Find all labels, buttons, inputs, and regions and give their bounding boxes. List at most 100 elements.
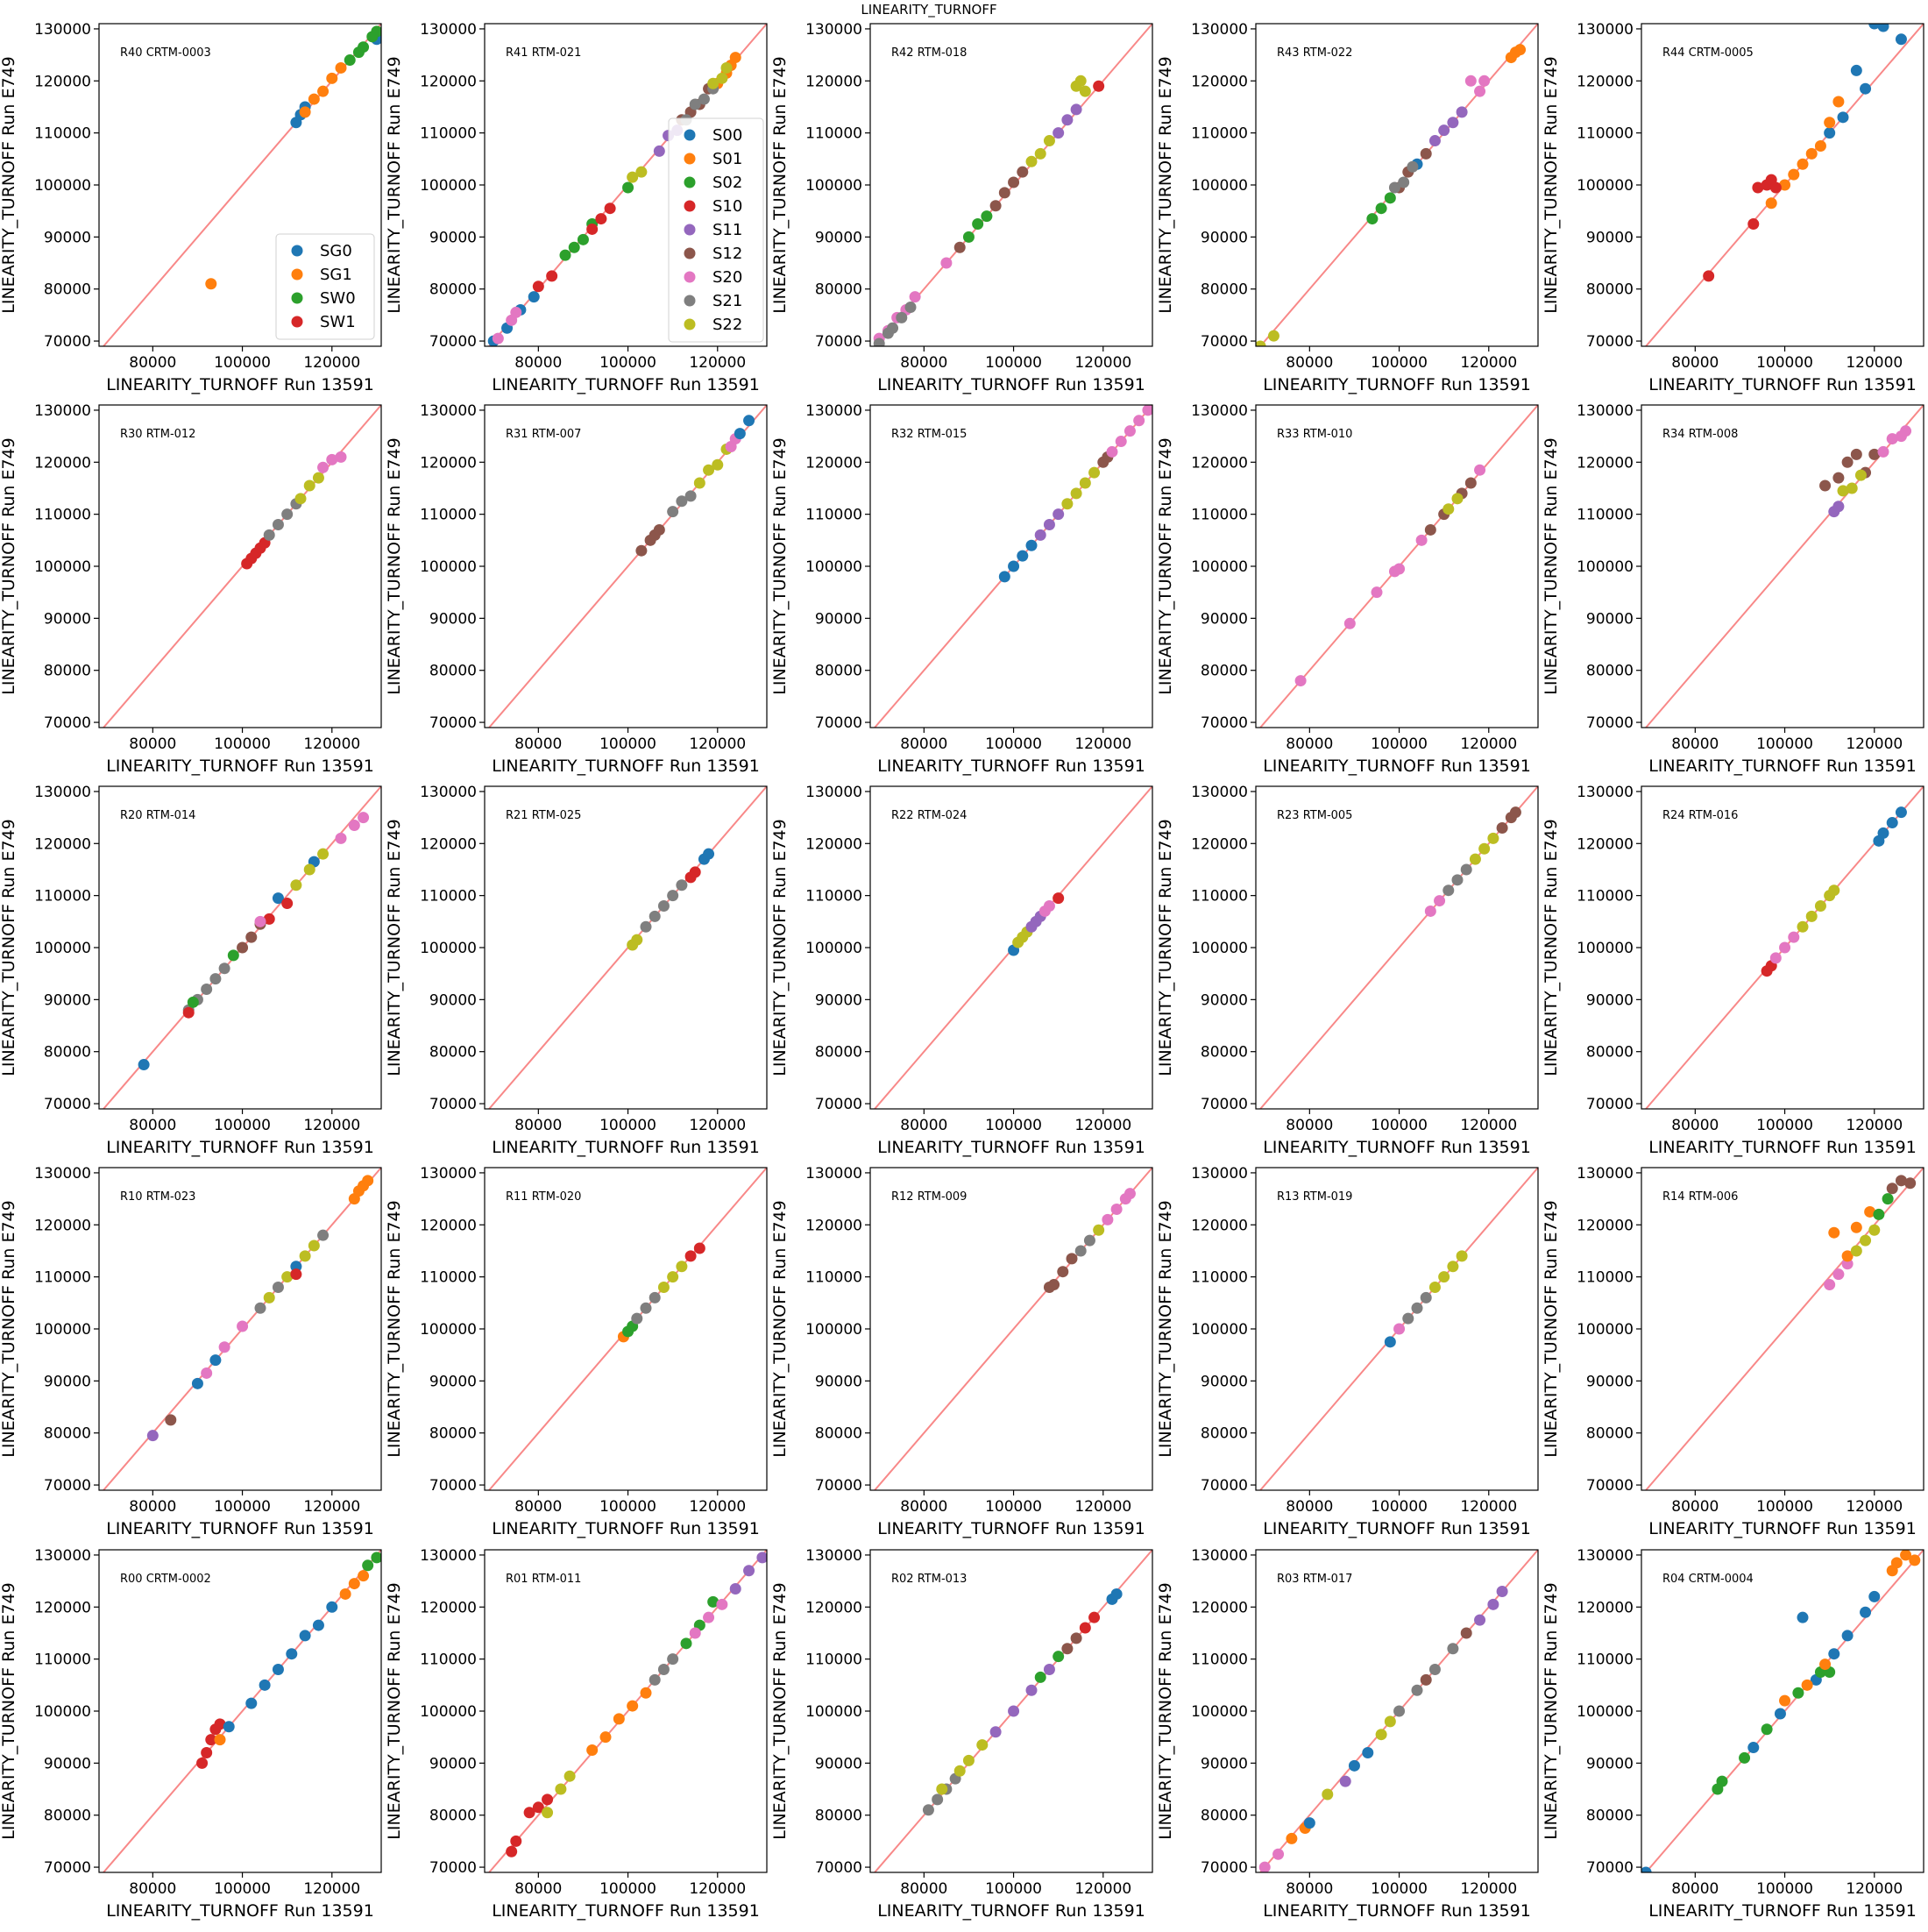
x-axis-label: LINEARITY_TURNOFF Run 13591 [492, 1138, 760, 1157]
points [998, 405, 1152, 583]
y-tick-label: 110000 [805, 507, 862, 524]
point-s20 [703, 1611, 715, 1623]
point-s10 [506, 1845, 518, 1857]
panel-label: R44 CRTM-0005 [1662, 46, 1754, 60]
y-tick-label: 110000 [34, 888, 91, 906]
point-s01 [640, 1687, 652, 1699]
point-sg0 [299, 1630, 311, 1642]
point-s22 [1034, 147, 1046, 160]
panel-label: R33 RTM-010 [1277, 428, 1352, 441]
point-s20 [1123, 425, 1136, 437]
y-tick-label: 120000 [1191, 454, 1248, 472]
point-s00 [209, 1354, 222, 1367]
x-tick-label: 120000 [1846, 1498, 1903, 1516]
y-axis-label: LINEARITY_TURNOFF Run E749 [770, 56, 790, 313]
point-sw1 [1747, 218, 1760, 231]
x-tick-label: 100000 [214, 1880, 271, 1898]
point-s22 [1025, 155, 1038, 167]
x-tick-label: 100000 [1371, 1880, 1428, 1898]
point-s22 [1074, 75, 1087, 87]
point-s20 [1123, 1188, 1136, 1200]
point-s00 [1384, 1336, 1396, 1348]
x-tick-label: 120000 [303, 1880, 360, 1898]
point-s11 [1474, 1614, 1486, 1626]
y-tick-label: 120000 [420, 1217, 477, 1234]
x-tick-label: 120000 [1460, 1117, 1517, 1134]
y-axis-label: LINEARITY_TURNOFF Run E749 [385, 56, 404, 313]
y-tick-label: 80000 [1201, 1808, 1248, 1825]
y-tick-label: 70000 [44, 1859, 91, 1877]
point-s21 [272, 1282, 284, 1294]
y-tick-label: 80000 [1586, 1044, 1634, 1062]
x-tick-label: 80000 [900, 1880, 947, 1898]
point-s22 [627, 171, 639, 183]
x-tick-label: 120000 [1460, 735, 1517, 753]
y-tick-label: 130000 [1191, 402, 1248, 420]
point-sg1 [214, 1734, 226, 1746]
legend-marker [684, 224, 696, 236]
point-s12 [998, 187, 1010, 199]
point-s22 [1814, 900, 1826, 913]
x-axis-label: LINEARITY_TURNOFF Run 13591 [877, 756, 1145, 776]
legend-marker [291, 292, 303, 304]
point-s20 [689, 1627, 701, 1639]
panel-label: R01 RTM-011 [506, 1573, 581, 1586]
legend-marker [684, 271, 696, 283]
point-s02 [577, 233, 589, 245]
point-s12 [245, 931, 258, 943]
y-tick-label: 130000 [805, 1547, 862, 1565]
point-s20 [1877, 445, 1889, 458]
y-tick-label: 70000 [815, 714, 862, 732]
point-s22 [1854, 469, 1867, 481]
x-axis-label: LINEARITY_TURNOFF Run 13591 [1648, 1138, 1917, 1157]
y-tick-label: 90000 [429, 1755, 477, 1772]
y-tick-label: 70000 [1201, 1096, 1248, 1113]
panel-label: R03 RTM-017 [1277, 1573, 1352, 1586]
point-s21 [218, 962, 230, 975]
x-tick-label: 100000 [214, 354, 271, 372]
x-tick-label: 120000 [303, 1117, 360, 1134]
point-sg1 [1909, 1554, 1921, 1566]
point-s22 [1061, 498, 1074, 510]
legend-marker [684, 318, 696, 330]
y-tick-label: 120000 [1191, 1217, 1248, 1234]
point-s20 [1043, 900, 1055, 913]
point-s21 [689, 98, 701, 110]
x-tick-label: 100000 [599, 735, 656, 753]
y-tick-label: 130000 [1191, 1165, 1248, 1183]
point-s21 [1398, 176, 1410, 188]
point-s10 [689, 866, 701, 878]
point-s22 [953, 1765, 966, 1777]
y-tick-label: 120000 [420, 454, 477, 472]
point-s02 [1375, 202, 1387, 215]
y-tick-label: 100000 [805, 940, 862, 957]
y-tick-label: 80000 [1201, 1425, 1248, 1443]
legend-marker [291, 245, 303, 257]
point-s10 [693, 1242, 705, 1254]
legend-entry: S00 [712, 126, 742, 145]
point-s00 [1008, 560, 1020, 572]
point-s22 [312, 472, 324, 484]
point-sg0 [1774, 1708, 1786, 1720]
point-s12 [1464, 477, 1477, 489]
panel-label: R40 CRTM-0003 [120, 46, 211, 60]
y-tick-label: 120000 [1191, 835, 1248, 853]
point-s12 [1017, 166, 1029, 178]
points [1384, 1250, 1468, 1348]
subplot-r40: 80000 100000 120000 70000 80000 90000 100000 11… [0, 21, 382, 394]
x-tick-label: 100000 [599, 354, 656, 372]
y-tick-label: 120000 [805, 835, 862, 853]
point-s20 [218, 1341, 230, 1353]
y-axis-label: LINEARITY_TURNOFF Run E749 [1542, 437, 1561, 694]
y-tick-label: 70000 [1201, 333, 1248, 351]
legend-box [668, 117, 764, 343]
x-tick-label: 80000 [1671, 1498, 1719, 1516]
y-tick-label: 120000 [805, 1217, 862, 1234]
point-s21 [209, 973, 222, 985]
point-s02 [1384, 192, 1396, 204]
point-s22 [657, 1282, 670, 1294]
point-s20 [1393, 563, 1406, 575]
point-s11 [1061, 114, 1074, 126]
y-axis-label: LINEARITY_TURNOFF Run E749 [385, 1200, 404, 1457]
